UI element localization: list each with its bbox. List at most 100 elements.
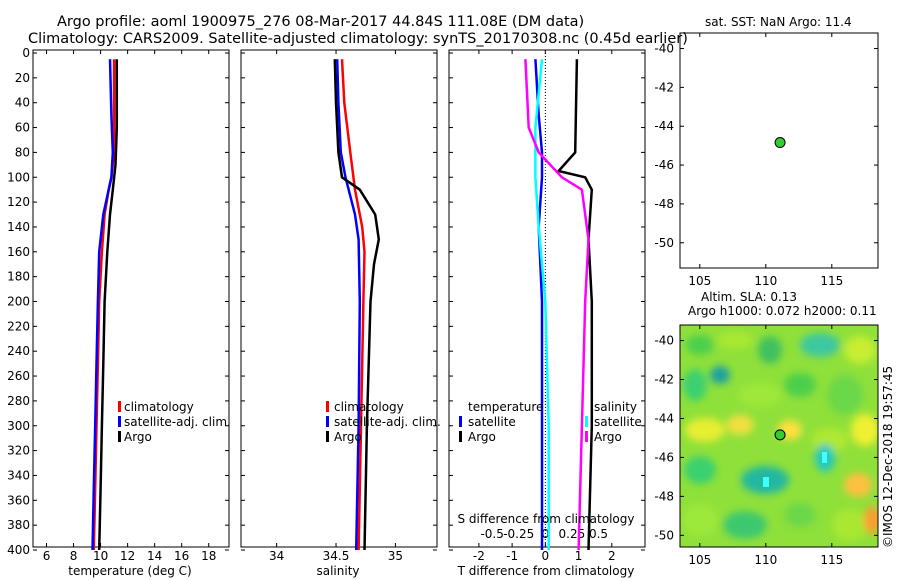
x-tick-label: 34.5 — [323, 549, 350, 563]
legend-swatch-argo — [118, 431, 121, 442]
y-tick-label: 240 — [7, 344, 30, 358]
watermark: ©IMOS 12-Dec-2018 19:57:45 — [881, 366, 895, 548]
sst-map-title: sat. SST: NaN Argo: 11.4 — [705, 15, 852, 29]
y-tick-label: -44 — [654, 119, 674, 133]
y-tick-label: 40 — [15, 96, 30, 110]
legend-swatch-satellite-adj — [326, 416, 329, 427]
x-top-tick-label: -0.5 — [480, 527, 503, 541]
y-tick-label: -42 — [654, 80, 674, 94]
y-tick-label: 380 — [7, 518, 30, 532]
y-tick-label: 80 — [15, 145, 30, 159]
x-top-tick-label: -0.25 — [503, 527, 534, 541]
y-tick-label: 20 — [15, 71, 30, 85]
x-tick-label: 105 — [688, 553, 711, 567]
x-axis-label-s-difference: S difference from climatology — [458, 512, 635, 526]
y-tick-label: 140 — [7, 220, 30, 234]
legend-swatch-climatology — [118, 401, 121, 412]
x-tick-label: 16 — [174, 549, 189, 563]
title-line-2: Climatology: CARS2009. Satellite-adjuste… — [28, 31, 688, 47]
legend-label-s-argo: Argo — [594, 430, 622, 444]
y-tick-label: -46 — [654, 158, 674, 172]
argo-position-marker — [774, 429, 786, 441]
y-tick-label: 200 — [7, 295, 30, 309]
legend-swatch-climatology — [326, 401, 329, 412]
legend-label-argo: Argo — [124, 430, 152, 444]
legend-label-t-argo: Argo — [468, 430, 496, 444]
x-axis-label-salinity: salinity — [316, 564, 359, 578]
x-tick-label: 1 — [575, 549, 583, 563]
legend-label-t-satellite: satellite — [468, 415, 516, 429]
sla-map-title-line-2: Argo h1000: 0.072 h2000: 0.11 — [688, 304, 877, 318]
x-tick-label: 12 — [120, 549, 135, 563]
legend-swatch-s-satellite — [585, 416, 588, 427]
legend-swatch-s-argo — [585, 431, 588, 442]
y-tick-label: -48 — [654, 489, 674, 503]
x-tick-label: 14 — [147, 549, 162, 563]
x-tick-label: 115 — [820, 274, 843, 288]
x-axis-label-temperature: temperature (deg C) — [68, 564, 191, 578]
series-line-t-argo — [557, 59, 594, 551]
map-frame — [679, 32, 879, 269]
series-line-s-argo — [524, 59, 590, 551]
y-tick-label: -40 — [654, 334, 674, 348]
y-tick-label: -46 — [654, 450, 674, 464]
plot-frame — [448, 49, 646, 548]
legend-swatch-argo — [326, 431, 329, 442]
plot-frame — [240, 49, 438, 548]
y-tick-label: -40 — [654, 42, 674, 56]
x-tick-label: 105 — [688, 274, 711, 288]
y-tick-label: 120 — [7, 195, 30, 209]
y-tick-label: 180 — [7, 270, 30, 284]
series-line-satellite-adj-clim- — [335, 59, 362, 551]
legend-header-temperature: temperature — [468, 400, 543, 414]
y-tick-label: 400 — [7, 543, 30, 557]
legend-label-s-satellite: satellite — [594, 415, 642, 429]
x-tick-label: 18 — [201, 549, 216, 563]
legend-label-argo: Argo — [334, 430, 362, 444]
x-tick-label: 34 — [269, 549, 284, 563]
series-line-argo — [97, 59, 119, 551]
salinity-panel: 34 34.5 35 — [240, 49, 438, 563]
y-tick-label: 360 — [7, 493, 30, 507]
x-tick-label: 110 — [754, 553, 777, 567]
y-tick-label: 60 — [15, 121, 30, 135]
temperature-legend: climatology satellite-adj. clim. Argo — [118, 400, 231, 444]
y-tick-label: -48 — [654, 197, 674, 211]
series-line-argo — [333, 59, 381, 551]
temperature-panel: 0 20 40 60 80 100 120 140 160 180 200 220 240 260 280 3… — [7, 46, 230, 563]
y-tick-label: -44 — [654, 411, 674, 425]
y-tick-label: -42 — [654, 373, 674, 387]
sla-map-panel: 105 110 115 -40 -42 -44 -46 -48 -50 — [654, 324, 879, 567]
sla-map-title-line-1: Altim. SLA: 0.13 — [701, 290, 797, 304]
x-tick-label: 10 — [93, 549, 108, 563]
series-line-climatology — [92, 59, 116, 551]
legend-swatch-satellite-adj — [118, 416, 121, 427]
x-tick-label: -2 — [473, 549, 485, 563]
difference-legend: temperature satellite Argo salinity sate… — [459, 400, 642, 444]
y-tick-label: 0 — [22, 46, 30, 60]
legend-swatch-t-argo — [459, 431, 462, 442]
x-tick-label: 2 — [608, 549, 616, 563]
x-tick-label: 6 — [43, 549, 51, 563]
y-tick-label: -50 — [654, 236, 674, 250]
y-tick-label: -50 — [654, 528, 674, 542]
plot-frame — [32, 49, 230, 548]
series-line-t-satellite — [534, 59, 544, 550]
y-tick-label: 340 — [7, 468, 30, 482]
y-tick-label: 300 — [7, 419, 30, 433]
sst-map-panel: 105 110 115 -40 -42 -44 -46 -48 -50 — [654, 32, 879, 288]
legend-label-climatology: climatology — [124, 400, 194, 414]
x-tick-label: 110 — [754, 274, 777, 288]
series-line-satellite-adj-clim- — [91, 59, 115, 551]
legend-label-satellite-adj: satellite-adj. clim. — [124, 415, 231, 429]
y-tick-label: 280 — [7, 394, 30, 408]
y-tick-label: 160 — [7, 245, 30, 259]
y-tick-label: 100 — [7, 170, 30, 184]
series-line-s-satellite — [534, 59, 550, 550]
legend-header-salinity: salinity — [594, 400, 637, 414]
y-tick-label: 220 — [7, 319, 30, 333]
x-axis-label-t-difference: T difference from climatology — [457, 564, 635, 578]
y-tick-label: 260 — [7, 369, 30, 383]
